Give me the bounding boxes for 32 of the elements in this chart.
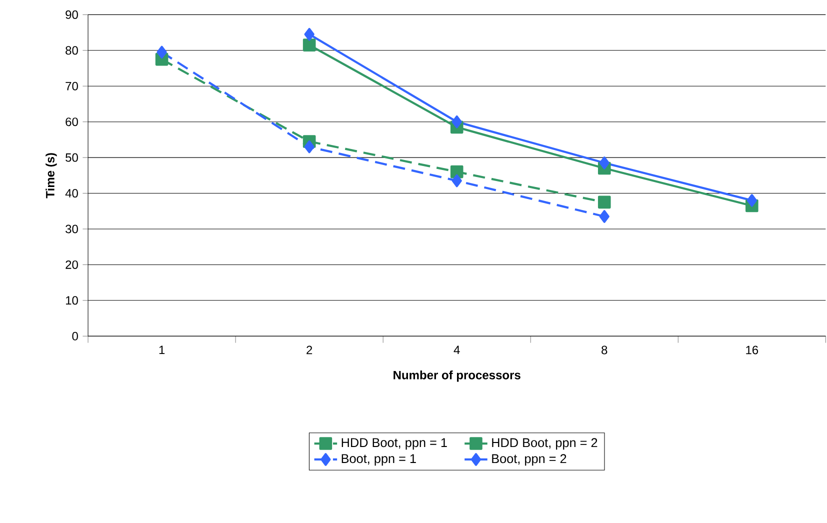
y-tick-label: 80 [66, 46, 78, 55]
x-tick-label: 1 [159, 346, 165, 354]
point [598, 196, 611, 209]
y-tick-label: 90 [66, 10, 78, 19]
legend-label: HDD Boot, ppn = 2 [492, 438, 598, 450]
point [599, 156, 610, 170]
y-axis-title: Time (s) [46, 153, 57, 198]
y-tick-label: 70 [66, 82, 78, 90]
x-tick-label: 8 [602, 346, 608, 354]
y-tick-label: 10 [66, 296, 78, 305]
y-tick-label: 30 [66, 224, 78, 234]
legend-label: Boot, ppn = 1 [342, 454, 416, 466]
x-tick-label: 4 [454, 346, 460, 354]
legend-label: Boot, ppn = 2 [492, 454, 566, 466]
point [599, 210, 610, 223]
y-tick-label: 60 [66, 118, 78, 126]
point [156, 46, 167, 59]
point [304, 140, 314, 154]
y-tick-label: 20 [66, 260, 78, 270]
x-tick-label: 2 [306, 346, 312, 354]
point [746, 194, 757, 207]
point [450, 165, 464, 178]
y-tick-label: 40 [65, 189, 78, 198]
point [302, 38, 316, 52]
point [452, 115, 462, 128]
point [304, 28, 314, 41]
legend-label: HDD Boot, ppn = 1 [342, 438, 447, 450]
x-axis-title: Number of processors [394, 370, 520, 382]
x-tick-label: 16 [746, 346, 758, 354]
y-tick-label: 0 [72, 332, 78, 340]
point [452, 174, 462, 188]
y-tick-label: 50 [66, 153, 78, 162]
